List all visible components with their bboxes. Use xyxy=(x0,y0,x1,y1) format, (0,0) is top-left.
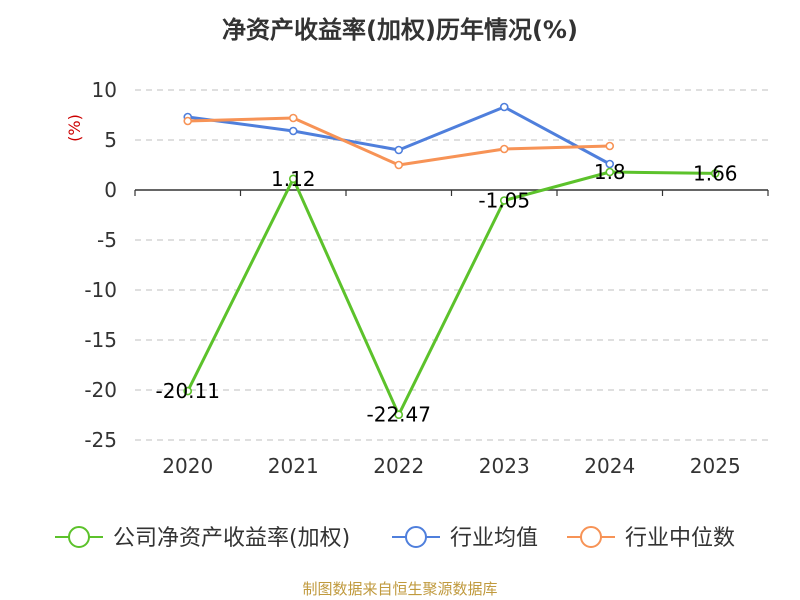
data-label: 1.66 xyxy=(693,161,738,185)
data-labels: -20.11 1.12 -22.47 -1.05 1.8 1.66 xyxy=(156,160,738,427)
data-point xyxy=(288,113,298,123)
data-point xyxy=(394,160,404,170)
data-point xyxy=(710,169,720,178)
axes: 10 5 0 -5 -10 -15 -20 -25 2020 2021 2022 2023 2024 20… xyxy=(84,78,769,478)
x-tick-label: 2022 xyxy=(373,454,424,478)
x-tick-label: 2024 xyxy=(584,454,635,478)
legend-marker xyxy=(580,526,602,548)
legend-label: 行业中位数 xyxy=(625,526,735,551)
y-tick-label: -5 xyxy=(97,228,117,252)
series-group xyxy=(183,102,720,420)
data-label: -22.47 xyxy=(367,403,431,427)
data-point xyxy=(394,410,404,420)
y-tick-label: -10 xyxy=(84,278,117,302)
x-tick-label: 2023 xyxy=(479,454,530,478)
y-tick-label: 5 xyxy=(104,128,117,152)
legend-label: 公司净资产收益率(加权) xyxy=(113,526,350,551)
y-tick-label: -15 xyxy=(84,328,117,352)
chart-title: 净资产收益率(加权)历年情况(%) xyxy=(222,16,578,44)
legend-marker xyxy=(405,526,427,548)
series-line-1 xyxy=(187,105,611,166)
data-label: -1.05 xyxy=(478,189,530,213)
series-line-0 xyxy=(186,170,716,417)
data-label: 1.12 xyxy=(271,167,316,191)
x-tick-label: 2021 xyxy=(268,454,319,478)
data-point xyxy=(605,167,615,177)
data-point xyxy=(394,145,404,155)
data-point xyxy=(499,196,509,205)
y-tick-label: -20 xyxy=(84,378,117,402)
data-point xyxy=(499,144,509,154)
data-label: -20.11 xyxy=(156,379,220,403)
x-tick-label: 2025 xyxy=(690,454,741,478)
y-tick-label: 10 xyxy=(92,78,117,102)
y-axis-label: (%) xyxy=(65,114,84,142)
data-source: 制图数据来自恒生聚源数据库 xyxy=(302,580,498,598)
y-tick-label: -25 xyxy=(84,428,117,452)
data-point xyxy=(605,159,615,169)
grid-lines xyxy=(135,89,768,441)
data-point xyxy=(183,386,193,396)
legend-marker xyxy=(68,526,90,548)
legend: 公司净资产收益率(加权) 行业均值 行业中位数 xyxy=(55,526,735,551)
data-point xyxy=(605,141,615,151)
data-point xyxy=(288,174,298,184)
data-label: 1.8 xyxy=(594,160,626,184)
x-tick-label: 2020 xyxy=(162,454,213,478)
legend-label: 行业均值 xyxy=(450,526,538,551)
y-tick-label: 0 xyxy=(104,178,117,202)
data-point xyxy=(288,126,298,136)
data-point xyxy=(183,116,193,126)
data-point xyxy=(499,102,509,112)
